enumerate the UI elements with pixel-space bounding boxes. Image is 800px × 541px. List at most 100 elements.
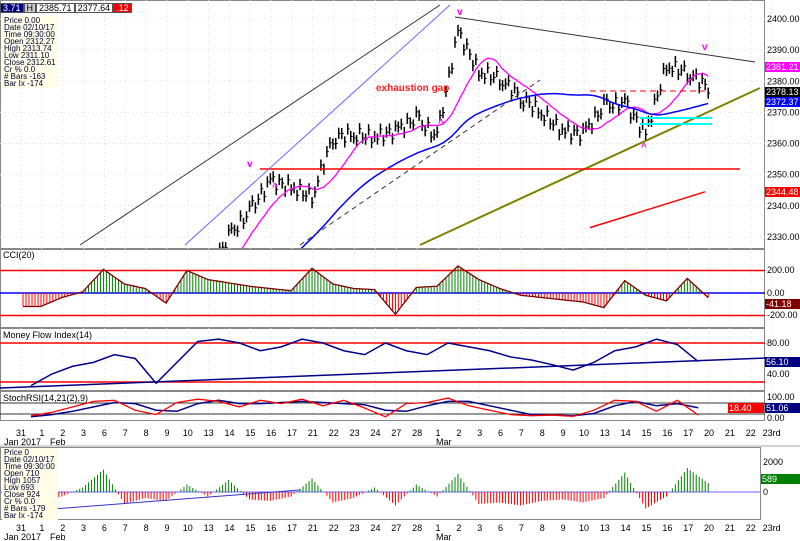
x-tick-label: 9 [164, 428, 169, 438]
x-tick-label: 16 [662, 523, 672, 533]
mfi-tag: 56.10 [765, 357, 800, 367]
x-tick-label: 17 [287, 523, 297, 533]
y-tick-label: 2390.00 [767, 45, 800, 55]
x-tick-label: 15 [245, 523, 255, 533]
panel-frame [0, 391, 765, 421]
x-tick-label: 6 [498, 428, 503, 438]
x-tick-label: 23 [350, 523, 360, 533]
x-tick-label: 9 [561, 428, 566, 438]
volume-tag: 589 [761, 474, 800, 484]
x-tick-label: 14 [224, 428, 234, 438]
cc-group [0, 265, 765, 317]
x-tick-label: 7 [519, 523, 524, 533]
y-tick-label: 0.00 [767, 413, 785, 423]
x-tick-label: 16 [266, 523, 276, 533]
top-marker: v [702, 42, 708, 53]
info-row: Time 09:30:00 [4, 30, 55, 39]
x-tick-label: 17 [287, 428, 297, 438]
x-tick-label: 3 [477, 428, 482, 438]
cv-group [0, 468, 760, 511]
ma-fast-tag: 2381.21 [765, 62, 800, 72]
x-tick-label: 27 [391, 428, 401, 438]
info-row: Cr % 0.0 [4, 65, 36, 74]
exhaustion-gap-label: exhaustion gap [376, 83, 449, 94]
header-box: 3.71 [0, 3, 24, 13]
info-row: Open 2312.27 [4, 37, 55, 46]
header-change: .12 [113, 3, 132, 13]
quote-header: 3.71 H 2385.71 2377.64 .12 [0, 3, 132, 13]
x-tick-label: 13 [600, 523, 610, 533]
x-tick-label: 24 [370, 523, 380, 533]
x-tick-label: 16 [662, 428, 672, 438]
x-tick-label: 8 [540, 428, 545, 438]
y-tick-label: 2350.00 [767, 170, 800, 180]
y-tick-label: 0.00 [767, 288, 785, 298]
x-tick-label: 8 [144, 428, 149, 438]
month-label-feb: Feb [50, 532, 66, 541]
x-tick-label: 10 [183, 523, 193, 533]
x-tick-label: 17 [683, 523, 693, 533]
x-tick-label: 14 [224, 523, 234, 533]
stoch-d-line [30, 399, 699, 418]
y-tick-label: 2360.00 [767, 139, 800, 149]
x-tick-label: 13 [204, 523, 214, 533]
info-row: Date 02/10/17 [4, 23, 55, 32]
y-tick-label: 40.00 [767, 369, 790, 379]
trend-line-gray [454, 16, 756, 63]
trend-line [419, 87, 761, 246]
trend-line-gray [79, 4, 441, 246]
info-row: Time 09:30:00 [4, 462, 55, 471]
ma-fast-line [241, 57, 709, 248]
x-tick-label: 3 [81, 523, 86, 533]
cp-group [79, 4, 761, 248]
x-tick-label: 13 [600, 428, 610, 438]
info-row: # Bars -179 [4, 504, 46, 513]
x-tick-label: 15 [641, 428, 651, 438]
info-row: Bar Ix -174 [4, 511, 44, 520]
info-row: Close 924 [4, 490, 41, 499]
ma-red-line [589, 191, 706, 229]
ma-slow-tag: 2372.37 [765, 97, 800, 107]
x-tick-label: 31 [16, 428, 26, 438]
x-tick-label: 28 [412, 428, 422, 438]
info-row: Price 0.00 [4, 16, 41, 25]
stoch-k-tag: 18.40 [728, 403, 764, 413]
top-marker: v [247, 159, 253, 170]
y-tick-label: 2000 [763, 457, 783, 467]
ma-slow-line [300, 92, 709, 248]
x-tick-label: 15 [641, 523, 651, 533]
trend-line-dashed [299, 79, 541, 246]
x-tick-label: 15 [245, 428, 255, 438]
info-row: Date 02/10/17 [4, 455, 55, 464]
stoch-k-line [30, 397, 699, 418]
cci-tag: -41.18 [765, 299, 800, 309]
y-tick-label: 100.00 [767, 392, 795, 402]
bottom-marker: ^ [272, 182, 278, 193]
x-tick-label: 22 [746, 523, 756, 533]
mfi-title: Money Flow Index(14) [3, 330, 92, 340]
x-tick-label: 24 [370, 428, 380, 438]
month-label-jan: Jan 2017 [4, 437, 41, 447]
month-label-jan: Jan 2017 [4, 532, 41, 541]
top-marker: v [457, 7, 463, 18]
header-h-label: H [23, 3, 37, 13]
x-tick-label: 20 [704, 428, 714, 438]
info-row: # Bars -163 [4, 72, 46, 81]
cm-group [0, 338, 765, 389]
x-tick-label: 14 [621, 428, 631, 438]
info-row: Close 2312.61 [4, 58, 56, 67]
x-tick-label: 22 [329, 428, 339, 438]
panel-frame [0, 328, 765, 391]
stochrsi-title: StochRSI(14,21(2),9) [3, 393, 88, 403]
panel-frame [0, 249, 765, 328]
info-row: Low 2311.10 [4, 51, 50, 60]
info-row: Open 710 [4, 469, 40, 478]
x-tick-label: 6 [102, 523, 107, 533]
cci-title: CCI(20) [3, 250, 35, 260]
x-tick-label: 31 [16, 523, 26, 533]
bottom-marker: ^ [641, 142, 647, 153]
x-tick-label: 23rd [763, 428, 781, 438]
y-tick-label: 80.00 [767, 338, 790, 348]
x-tick-label: 28 [412, 523, 422, 533]
